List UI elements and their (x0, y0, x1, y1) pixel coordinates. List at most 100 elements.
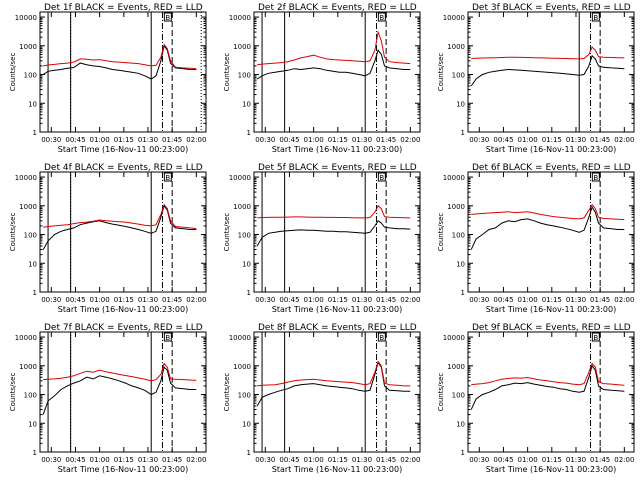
panel-6: Det 6f BLACK = Events, RED = LLD 1 10 100 10… (437, 163, 635, 314)
flag-box (591, 332, 600, 342)
series-line-events (256, 220, 411, 247)
series-line-events (42, 44, 197, 80)
flag-label: B (165, 334, 170, 342)
y-tick-label: 10000 (229, 174, 251, 182)
panel-title: Det 4f BLACK = Events, RED = LLD (44, 163, 203, 173)
y-tick-label: 1 (247, 129, 251, 137)
series-line-lld (257, 204, 411, 219)
x-tick-label: 01:45 (590, 136, 610, 144)
x-tick-label: 01:00 (518, 136, 538, 144)
y-tick-label: 100 (452, 232, 465, 240)
y-tick-label: 1000 (447, 43, 465, 51)
x-tick-label: 02:00 (400, 296, 420, 304)
x-tick-label: 00:45 (279, 296, 299, 304)
flag-box (163, 12, 172, 22)
x-tick-label: 01:30 (352, 296, 372, 304)
x-axis-label: Start Time (16-Nov-11 00:23:00) (486, 145, 616, 154)
panel-title: Det 8f BLACK = Events, RED = LLD (258, 323, 417, 333)
x-tick-label: 00:45 (65, 296, 85, 304)
y-tick-label: 100 (452, 392, 465, 400)
x-tick-label: 01:45 (590, 296, 610, 304)
y-tick-label: 10 (456, 420, 465, 428)
y-axis-label: Counts/sec (223, 373, 231, 412)
x-tick-label: 01:30 (352, 136, 372, 144)
x-tick-label: 01:00 (304, 456, 324, 464)
y-tick-label: 1 (33, 449, 37, 457)
y-tick-label: 1000 (19, 43, 37, 51)
x-axis-label: Start Time (16-Nov-11 00:23:00) (58, 305, 188, 314)
x-tick-label: 01:00 (90, 136, 110, 144)
y-tick-label: 10000 (229, 334, 251, 342)
y-tick-label: 1 (33, 289, 37, 297)
series-line-lld (471, 203, 625, 221)
panel-title: Det 1f BLACK = Events, RED = LLD (44, 3, 203, 13)
y-axis-label: Counts/sec (9, 213, 17, 252)
x-tick-label: 02:00 (614, 296, 634, 304)
x-tick-label: 01:15 (542, 456, 562, 464)
x-tick-label: 00:30 (469, 136, 489, 144)
y-tick-label: 1 (461, 129, 465, 137)
x-axis-label: Start Time (16-Nov-11 00:23:00) (272, 145, 402, 154)
x-tick-label: 02:00 (400, 136, 420, 144)
flag-label: B (165, 174, 170, 182)
x-tick-label: 00:45 (65, 456, 85, 464)
y-tick-label: 10000 (443, 14, 465, 22)
flag-box (377, 172, 386, 182)
series-line-lld (471, 362, 625, 386)
x-tick-label: 01:30 (566, 296, 586, 304)
y-tick-label: 10000 (15, 334, 37, 342)
x-axis-label: Start Time (16-Nov-11 00:23:00) (272, 465, 402, 474)
x-axis-label: Start Time (16-Nov-11 00:23:00) (272, 305, 402, 314)
x-tick-label: 00:30 (469, 296, 489, 304)
y-tick-label: 1 (461, 449, 465, 457)
series-line-events (470, 54, 625, 87)
series-line-lld (257, 30, 411, 66)
y-tick-label: 10000 (443, 334, 465, 342)
x-axis-label: Start Time (16-Nov-11 00:23:00) (486, 305, 616, 314)
x-tick-label: 02:00 (614, 456, 634, 464)
x-tick-label: 02:00 (186, 456, 206, 464)
x-tick-label: 02:00 (400, 456, 420, 464)
x-tick-label: 01:30 (138, 456, 158, 464)
y-tick-label: 10000 (229, 14, 251, 22)
x-axis-label: Start Time (16-Nov-11 00:23:00) (486, 465, 616, 474)
series-line-lld (471, 46, 625, 60)
series-line-lld (43, 43, 197, 70)
y-tick-label: 1000 (233, 43, 251, 51)
y-axis-label: Counts/sec (223, 53, 231, 92)
x-tick-label: 01:00 (518, 456, 538, 464)
axes-frame (253, 171, 421, 293)
series-line-events (256, 49, 411, 80)
panel-title: Det 7f BLACK = Events, RED = LLD (44, 323, 203, 333)
x-tick-label: 01:30 (138, 296, 158, 304)
y-tick-label: 10000 (443, 174, 465, 182)
flag-label: B (165, 14, 170, 22)
x-tick-label: 01:15 (328, 136, 348, 144)
x-tick-label: 02:00 (614, 136, 634, 144)
y-tick-label: 10 (242, 260, 251, 268)
x-tick-label: 01:45 (590, 456, 610, 464)
y-tick-label: 1 (33, 129, 37, 137)
panel-title: Det 5f BLACK = Events, RED = LLD (258, 163, 417, 173)
x-tick-label: 01:45 (376, 456, 396, 464)
panel-title: Det 9f BLACK = Events, RED = LLD (472, 323, 631, 333)
y-tick-label: 10 (456, 100, 465, 108)
x-tick-label: 01:30 (566, 136, 586, 144)
x-tick-label: 01:15 (114, 456, 134, 464)
x-tick-label: 01:45 (162, 456, 182, 464)
axes-frame (467, 171, 635, 293)
x-tick-label: 00:45 (493, 136, 513, 144)
x-tick-label: 01:00 (90, 456, 110, 464)
axes-frame (467, 11, 635, 133)
y-tick-label: 1000 (233, 363, 251, 371)
y-axis-label: Counts/sec (437, 373, 445, 412)
x-tick-label: 00:30 (41, 136, 61, 144)
y-tick-label: 100 (24, 392, 37, 400)
series-line-lld (257, 360, 411, 387)
panel-5: Det 5f BLACK = Events, RED = LLD 1 10 100 10… (223, 163, 421, 314)
x-tick-label: 00:45 (493, 296, 513, 304)
x-axis-label: Start Time (16-Nov-11 00:23:00) (58, 465, 188, 474)
y-tick-label: 10000 (15, 174, 37, 182)
panel-7: Det 7f BLACK = Events, RED = LLD 1 10 100 10… (9, 323, 207, 474)
y-axis-label: Counts/sec (9, 53, 17, 92)
